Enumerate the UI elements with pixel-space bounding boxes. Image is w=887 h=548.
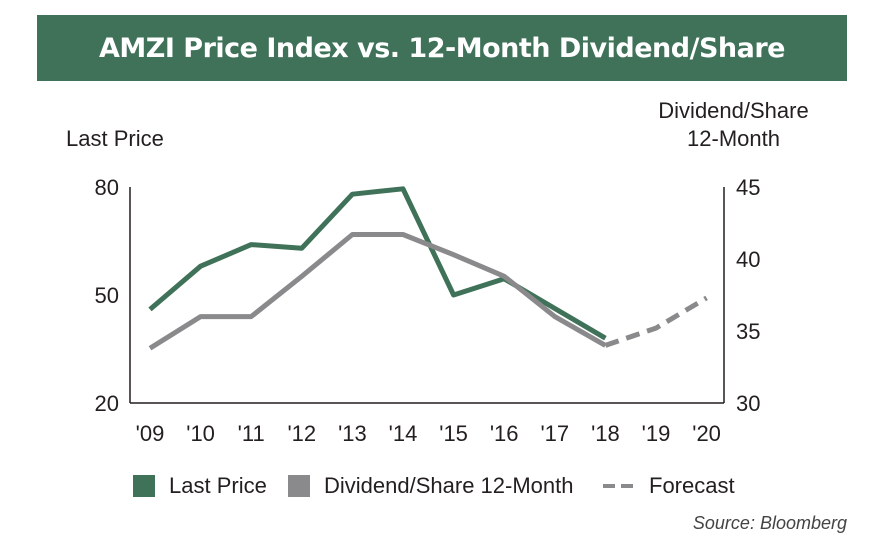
right-tick-label-30: 30 xyxy=(736,391,760,416)
x-tick-label-7: '16 xyxy=(490,421,519,446)
legend-label-last-price: Last Price xyxy=(169,473,267,498)
source-note: Source: Bloomberg xyxy=(692,513,847,533)
forecast-dash-swatch xyxy=(603,484,637,488)
right-axis-title-line1: Dividend/Share xyxy=(658,98,809,123)
left-tick-label-20: 20 xyxy=(95,391,119,416)
chart-title: AMZI Price Index vs. 12-Month Dividend/S… xyxy=(99,32,785,64)
series-line-dividend-share-12-month xyxy=(148,232,607,351)
legend-item-forecast: Forecast xyxy=(603,468,735,504)
last-price-swatch xyxy=(133,475,155,497)
x-tick-label-2: '11 xyxy=(238,421,265,446)
left-tick-label-50: 50 xyxy=(95,283,119,308)
x-tick-label-0: '09 xyxy=(136,421,165,446)
x-tick-label-9: '18 xyxy=(591,421,620,446)
right-axis-title-line2: 12-Month xyxy=(687,126,780,151)
series-line-forecast xyxy=(604,295,708,348)
right-tick-label-35: 35 xyxy=(736,319,760,344)
legend-label-dividend: Dividend/Share 12-Month xyxy=(324,473,574,498)
x-tick-label-1: '10 xyxy=(186,421,215,446)
legend-label-forecast: Forecast xyxy=(649,473,735,498)
right-tick-label-40: 40 xyxy=(736,247,760,272)
legend-item-last-price: Last Price xyxy=(133,468,267,504)
dividend-swatch xyxy=(288,475,310,497)
x-tick-label-10: '19 xyxy=(642,421,671,446)
x-tick-label-3: '12 xyxy=(287,421,316,446)
left-axis-title: Last Price xyxy=(66,126,164,151)
x-tick-label-6: '15 xyxy=(439,421,468,446)
x-tick-label-5: '14 xyxy=(389,421,418,446)
x-tick-label-11: '20 xyxy=(692,421,721,446)
series-line-last-price xyxy=(148,186,607,341)
x-tick-label-4: '13 xyxy=(338,421,367,446)
left-tick-label-80: 80 xyxy=(95,175,119,200)
right-axis-title: Dividend/Share 12-Month xyxy=(640,97,827,153)
right-tick-label-45: 45 xyxy=(736,175,760,200)
title-bar: AMZI Price Index vs. 12-Month Dividend/S… xyxy=(37,15,847,81)
x-tick-label-8: '17 xyxy=(540,421,569,446)
legend-item-dividend: Dividend/Share 12-Month xyxy=(288,468,573,504)
